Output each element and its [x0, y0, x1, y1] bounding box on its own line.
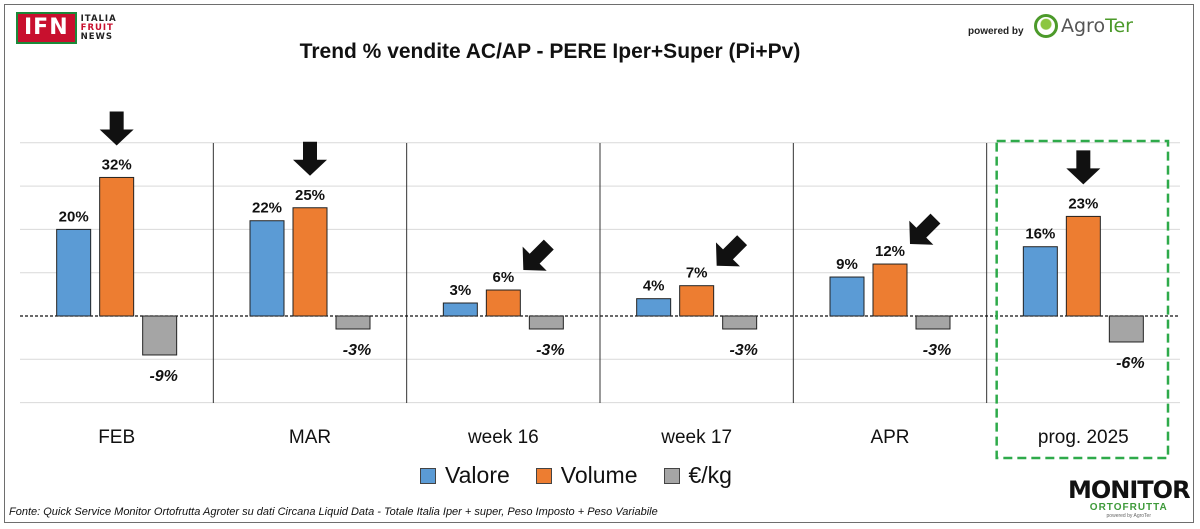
bar-volume [292, 207, 328, 317]
data-label-eur-kg: -3% [536, 342, 564, 359]
bar-eur-kg [1108, 315, 1144, 343]
bar-valore [56, 228, 92, 317]
bar-eur-kg [915, 315, 951, 330]
powered-by-label: powered by [968, 26, 1024, 37]
trend-arrow-icon [715, 235, 748, 267]
bar-volume [679, 285, 715, 317]
data-label-volume: 25% [295, 187, 325, 204]
bar-eur-kg [528, 315, 564, 330]
data-label-eur-kg: -3% [729, 342, 757, 359]
legend-item-volume: Volume [535, 462, 638, 489]
data-label-volume: 32% [102, 156, 132, 173]
monitor-logo-sub: ORTOFRUTTA [1089, 502, 1168, 513]
legend-swatch-valore [420, 467, 436, 484]
category-label: MAR [289, 427, 331, 448]
ifn-logo-badge: IFN [16, 12, 77, 44]
trend-arrow-icon [909, 213, 941, 245]
bar-valore [1022, 246, 1058, 317]
trend-arrow-icon [99, 111, 134, 146]
trend-arrow-icon [293, 141, 327, 176]
bar-volume [1065, 215, 1101, 317]
bar-volume [485, 289, 521, 317]
chart-title: Trend % vendite AC/AP - PERE Iper+Super … [299, 40, 801, 63]
trend-arrow-icon [1066, 150, 1101, 185]
bar-valore [636, 298, 672, 317]
agroter-logo: AgroTer [1034, 14, 1133, 38]
monitor-logo-tagline: powered by AgroTer [1106, 513, 1152, 519]
data-label-eur-kg: -6% [1116, 355, 1144, 372]
bar-volume [872, 263, 908, 317]
data-label-volume: 7% [686, 265, 708, 282]
source-note: Fonte: Quick Service Monitor Ortofrutta … [9, 506, 658, 518]
ifn-logo-text: ITALIA FRUIT NEWS [80, 13, 117, 42]
highlight-box [995, 139, 1170, 460]
bar-valore [829, 276, 865, 317]
data-label-valore: 3% [449, 282, 471, 299]
chart-legend: Valore Volume €/kg [420, 462, 758, 489]
monitor-ortofrutta-logo: MONITOR ORTOFRUTTA powered by AgroTer [1068, 476, 1191, 519]
data-label-volume: 6% [492, 269, 514, 286]
agroter-logo-text: AgroTer [1061, 15, 1133, 37]
ifn-logo: IFN ITALIA FRUIT NEWS [16, 12, 117, 44]
category-label: week 17 [660, 427, 732, 448]
bar-volume [99, 176, 135, 317]
bar-valore [442, 302, 478, 317]
category-label: week 16 [467, 427, 539, 448]
legend-label-volume: Volume [560, 462, 638, 488]
legend-label-eur-kg: €/kg [688, 462, 732, 488]
trend-arrow-icon [522, 239, 554, 271]
legend-swatch-volume [535, 467, 552, 484]
bar-valore [249, 220, 285, 317]
data-label-valore: 16% [1025, 226, 1055, 243]
data-label-valore: 4% [643, 278, 665, 295]
monitor-logo-main: MONITOR [1068, 476, 1191, 504]
bar-eur-kg [335, 315, 371, 330]
data-label-valore: 22% [252, 200, 282, 217]
data-label-valore: 9% [836, 256, 858, 273]
data-label-eur-kg: -3% [343, 342, 371, 359]
data-label-eur-kg: -9% [149, 368, 177, 385]
legend-label-valore: Valore [445, 462, 510, 488]
category-label: prog. 2025 [1038, 427, 1129, 448]
data-label-valore: 20% [59, 208, 89, 225]
bar-eur-kg [722, 315, 758, 330]
category-label: FEB [98, 427, 135, 448]
bar-eur-kg [142, 315, 178, 356]
legend-item-valore: Valore [420, 462, 510, 489]
category-label: APR [870, 427, 909, 448]
legend-swatch-eur-kg [663, 467, 680, 484]
data-label-eur-kg: -3% [923, 342, 951, 359]
data-label-volume: 12% [875, 243, 905, 260]
legend-item-eur-kg: €/kg [663, 462, 732, 489]
agroter-leaf-icon [1034, 14, 1058, 38]
data-label-volume: 23% [1068, 195, 1098, 212]
